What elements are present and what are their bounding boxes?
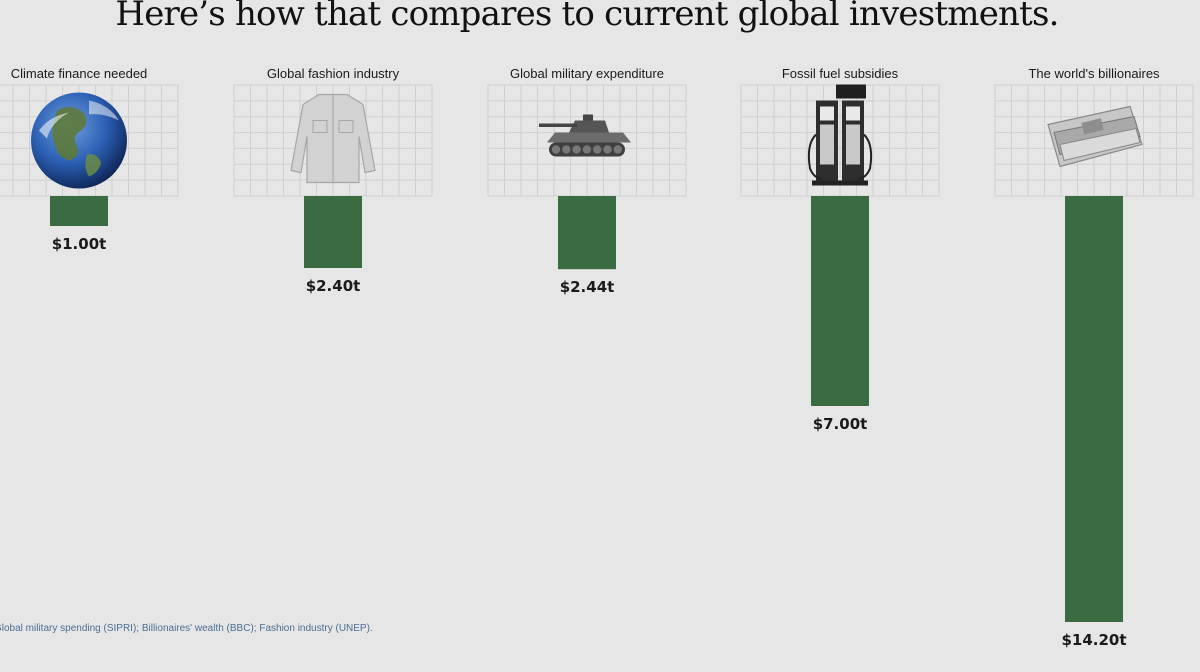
money-roll-icon: [1047, 105, 1143, 168]
icon-grid-panel: [0, 84, 179, 197]
icon-grid-panel: [487, 84, 687, 197]
value-label: $7.00t: [813, 415, 868, 433]
category-label: Global military expenditure: [510, 66, 664, 81]
bar: [304, 196, 362, 268]
category-label: Global fashion industry: [267, 66, 400, 81]
bar: [558, 196, 616, 270]
value-label: $2.44t: [560, 278, 615, 296]
value-label: $14.20t: [1061, 631, 1126, 649]
fuel-pump-icon: [807, 84, 873, 186]
category-label: Fossil fuel subsidies: [782, 66, 899, 81]
icon-grid-panel: [994, 84, 1194, 197]
earth-icon: [31, 92, 127, 189]
bar: [50, 196, 108, 226]
value-label: $2.40t: [306, 277, 361, 295]
source-note: Global military spending (SIPRI); Billio…: [0, 623, 373, 634]
icon-grid-panel: [233, 84, 433, 197]
bar: [1065, 196, 1123, 622]
value-label: $1.00t: [52, 235, 107, 253]
bar: [811, 196, 869, 406]
shirt-icon: [290, 93, 376, 184]
tank-icon: [539, 114, 631, 157]
icon-grid-panel: [740, 84, 940, 197]
page-title: Here’s how that compares to current glob…: [115, 0, 1059, 34]
category-label: The world's billionaires: [1028, 66, 1160, 81]
category-label: Climate finance needed: [11, 66, 148, 81]
